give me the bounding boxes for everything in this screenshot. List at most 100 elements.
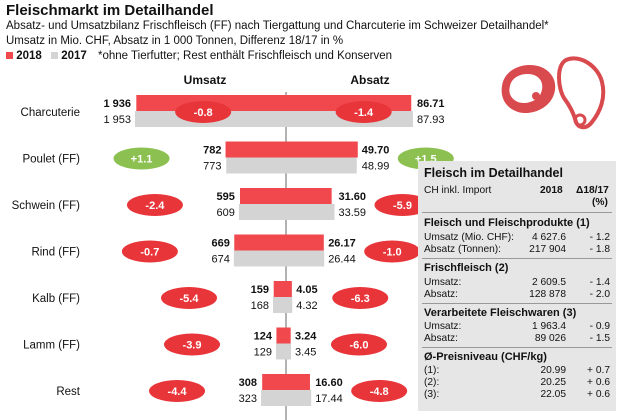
panel-col-unit: (%) [592, 197, 608, 208]
ham-icon [501, 56, 606, 130]
row-label: Rest [56, 386, 80, 398]
row-label: Kalb (FF) [32, 293, 80, 305]
panel-row-label: (1): [424, 365, 440, 376]
umsatz-2018-label: 159 [251, 284, 269, 296]
row-label: Rind (FF) [31, 247, 80, 259]
panel-row-diff: - 2.0 [589, 289, 610, 300]
absatz-diff-badge-text: -4.8 [370, 386, 389, 398]
legend: 2018 2017 *ohne Tierfutter; Rest enthält… [6, 50, 392, 62]
panel-row-diff: - 1.5 [589, 333, 610, 344]
absatz-diff-badge [364, 240, 421, 263]
absatz-diff-badge-text: -5.9 [393, 200, 412, 212]
bar-absatz-2017 [286, 157, 357, 174]
legend-label-2018: 2018 [16, 50, 42, 62]
panel-row-diff: - 1.2 [589, 232, 610, 243]
absatz-2018-label: 86.71 [417, 98, 445, 110]
umsatz-diff-badge [161, 287, 218, 309]
absatz-2017-label: 33.59 [339, 207, 367, 219]
umsatz-2017-label: 674 [212, 254, 230, 266]
panel-row-value: 20.99 [540, 365, 567, 376]
umsatz-diff-badge-text: -3.9 [183, 340, 202, 352]
bar-absatz-2017 [286, 250, 325, 267]
bar-umsatz-2018 [239, 188, 286, 204]
bar-absatz-2017 [286, 390, 312, 406]
bar-umsatz-2017 [261, 390, 286, 406]
panel-row-value: 22.05 [540, 389, 567, 400]
chart-title: Fleischmarkt im Detailhandel [6, 2, 214, 19]
bar-absatz-2018 [286, 188, 332, 204]
panel-row-label: Absatz (Tonnen): [424, 244, 502, 255]
umsatz-diff-badge [113, 147, 170, 170]
absatz-2017-label: 48.99 [362, 161, 390, 173]
footnote: *ohne Tierfutter; Rest enthält Frischfle… [98, 50, 393, 62]
panel-row-value: 20.25 [540, 377, 567, 388]
panel-row-diff: - 0.9 [589, 321, 610, 332]
bar-absatz-2018 [286, 234, 324, 251]
absatz-2018-label: 31.60 [339, 191, 367, 203]
chart-subtitle: Absatz- und Umsatzbilanz Frischfleisch (… [6, 20, 549, 32]
absatz-diff-badge-text: -1.0 [383, 247, 402, 259]
panel-col-label: CH inkl. Import [424, 185, 492, 196]
bar-umsatz-2018 [225, 141, 286, 158]
legend-swatch-2018 [6, 52, 13, 59]
absatz-diff-badge-text: -6.0 [349, 340, 368, 352]
absatz-2018-label: 3.24 [295, 331, 317, 343]
chart-units: Umsatz in Mio. CHF, Absatz in 1 000 Tonn… [6, 35, 344, 47]
absatz-2018-label: 16.60 [315, 377, 343, 389]
absatz-diff-badge [335, 101, 392, 123]
umsatz-2018-label: 1 936 [103, 98, 131, 110]
umsatz-2017-label: 609 [217, 207, 235, 219]
panel-section-heading: Frischfleisch (2) [424, 262, 509, 274]
panel-row-value: 89 026 [534, 333, 566, 344]
bar-umsatz-2017 [226, 157, 286, 174]
bar-umsatz-2017 [273, 297, 286, 313]
panel-row-label: Umsatz: [424, 277, 462, 288]
umsatz-diff-badge-text: -4.4 [168, 386, 188, 398]
panel-title: Fleisch im Detailhandel [424, 166, 563, 180]
bar-umsatz-2017 [233, 250, 286, 267]
bar-umsatz-2018 [234, 234, 286, 251]
umsatz-2018-label: 595 [217, 191, 235, 203]
umsatz-diff-badge-text: -2.4 [145, 200, 165, 212]
panel-row-value: 2 609.5 [532, 277, 566, 288]
panel-row-label: (2): [424, 377, 440, 388]
info-panel [418, 161, 616, 411]
absatz-diff-badge [351, 380, 408, 402]
panel-row-value: 1 963.4 [532, 321, 566, 332]
bar-absatz-2017 [286, 297, 293, 313]
bar-absatz-2018 [286, 281, 292, 297]
panel-row-label: Umsatz (Mio. CHF): [424, 232, 514, 243]
umsatz-2017-label: 323 [239, 393, 257, 405]
legend-swatch-2017 [51, 52, 58, 59]
panel-row-diff: + 0.6 [587, 377, 610, 388]
umsatz-header: Umsatz [184, 73, 227, 87]
umsatz-2018-label: 308 [239, 377, 257, 389]
absatz-2017-label: 26.44 [328, 254, 356, 266]
panel-col-year: 2018 [540, 185, 563, 196]
absatz-header: Absatz [350, 73, 389, 87]
panel-row-label: (3): [424, 389, 440, 400]
absatz-2018-label: 4.05 [296, 284, 317, 296]
panel-col-diff: Δ18/17 [576, 185, 609, 196]
absatz-diff-badge [330, 333, 387, 356]
umsatz-diff-badge-text: -0.8 [194, 107, 213, 119]
absatz-diff-badge [332, 287, 389, 309]
panel-row-value: 217 904 [529, 244, 566, 255]
bar-umsatz-2018 [276, 327, 286, 344]
absatz-diff-badge-text: -1.4 [354, 107, 374, 119]
absatz-diff-badge [374, 194, 431, 216]
absatz-2018-label: 26.17 [328, 238, 356, 250]
umsatz-diff-badge [121, 240, 178, 263]
umsatz-diff-badge-text: -0.7 [140, 247, 159, 259]
row-label: Poulet (FF) [22, 154, 80, 166]
panel-row-value: 128 878 [529, 289, 566, 300]
umsatz-diff-badge [164, 333, 221, 356]
panel-section-heading: Fleisch und Fleischprodukte (1) [424, 217, 590, 229]
panel-row-diff: - 1.8 [589, 244, 610, 255]
umsatz-2018-label: 124 [254, 331, 273, 343]
umsatz-diff-badge [149, 380, 206, 402]
absatz-2017-label: 17.44 [315, 393, 343, 405]
panel-section-heading: Verarbeitete Fleischwaren (3) [424, 307, 577, 319]
